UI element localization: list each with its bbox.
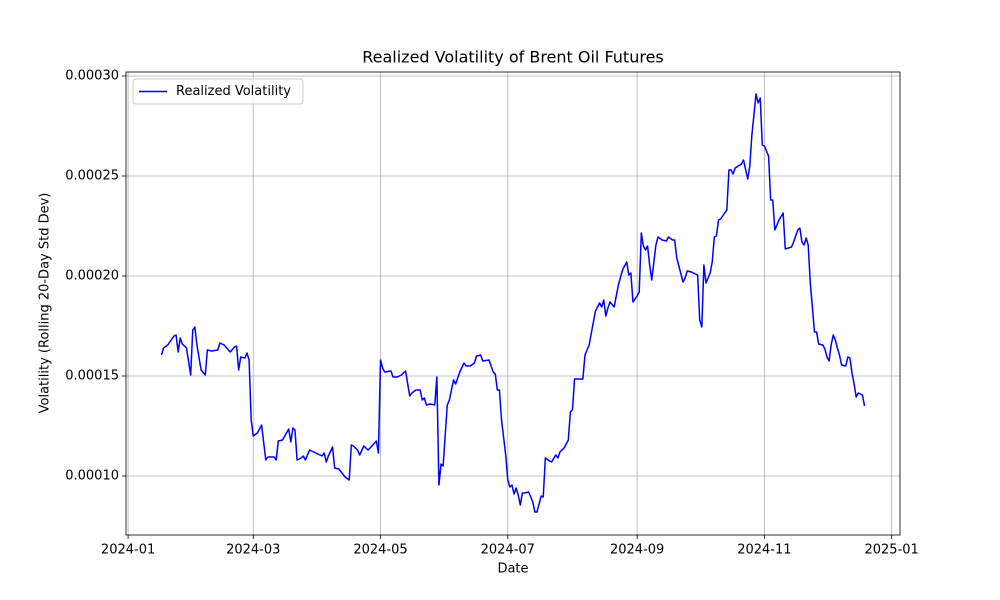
x-tick-label: 2024-09 <box>610 543 664 558</box>
x-tick-label: 2024-01 <box>101 543 155 558</box>
x-tick-label: 2024-11 <box>737 543 791 558</box>
y-tick-label: 0.00025 <box>65 169 119 184</box>
axes-frame <box>125 71 901 536</box>
y-tick-label: 0.00015 <box>65 369 119 384</box>
y-axis-label: Volatility (Rolling 20-Day Std Dev) <box>38 193 53 414</box>
y-tick-label: 0.00020 <box>65 269 119 284</box>
x-tick-label: 2025-01 <box>864 543 918 558</box>
y-tick-label: 0.00010 <box>65 469 119 484</box>
x-tick-label: 2024-07 <box>481 543 535 558</box>
data-line <box>160 93 866 513</box>
y-tick-label: 0.00030 <box>65 69 119 84</box>
legend-box <box>132 78 304 105</box>
x-tick-label: 2024-03 <box>226 543 280 558</box>
legend-label: Realized Volatility <box>176 84 291 99</box>
x-axis-label: Date <box>497 562 528 577</box>
chart-title: Realized Volatility of Brent Oil Futures <box>362 48 664 67</box>
x-tick-label: 2024-05 <box>353 543 407 558</box>
